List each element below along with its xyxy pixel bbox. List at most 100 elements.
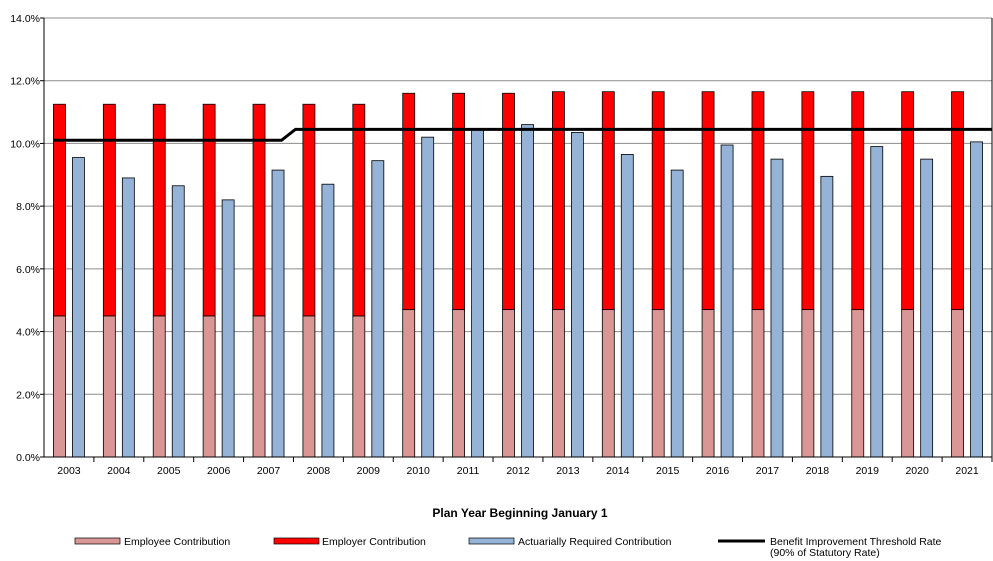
x-tick-label: 2006 [207, 465, 231, 477]
x-tick-label: 2003 [57, 465, 81, 477]
employer-contribution-bar [651, 91, 665, 311]
employee-contribution-bar [951, 309, 964, 458]
y-tick-labels: 0.0% 2.0% 4.0% 6.0% 8.0% 10.0% 12.0% 14.0% [10, 13, 40, 464]
threshold-legend-sublabel: (90% of Statutory Rate) [770, 547, 880, 559]
employer-contribution-bar [951, 91, 964, 311]
employer-legend-swatch [273, 537, 320, 545]
actuarial-contribution-bar [521, 124, 534, 458]
x-tick-label: 2010 [407, 465, 431, 477]
employee-contribution-bar [801, 309, 815, 458]
employer-legend-label: Employer Contribution [322, 536, 426, 548]
actuarial-contribution-bar [321, 183, 335, 458]
employee-contribution-bar [551, 309, 565, 458]
x-tick-label: 2021 [955, 465, 979, 477]
x-tick-label: 2009 [357, 465, 381, 477]
actuarial-contribution-bar [920, 158, 934, 458]
threshold-rate-line [53, 127, 992, 142]
employer-contribution-bar [601, 91, 615, 311]
actuarial-contribution-bar [820, 175, 834, 458]
actuarial-contribution-bar [720, 144, 734, 458]
actuarial-contribution-bar [570, 132, 584, 458]
employer-contribution-bar [53, 103, 66, 317]
actuarial-contribution-bar [271, 169, 285, 458]
y-tick-label: 0.0% [16, 452, 40, 464]
x-axis-title: Plan Year Beginning January 1 [432, 506, 608, 520]
actuarial-contribution-bar [620, 154, 634, 458]
gridlines [44, 17, 992, 395]
employee-legend-swatch [74, 537, 121, 545]
employee-contribution-bar [701, 309, 715, 458]
employer-contribution-bar [402, 92, 416, 311]
employee-contribution-bar [102, 315, 116, 458]
y-tick-label: 10.0% [10, 138, 40, 150]
x-tick-label: 2017 [756, 465, 780, 477]
legend: Employee Contribution Employer Contributi… [74, 536, 942, 559]
y-tick-label: 4.0% [16, 327, 40, 339]
actuarial-contribution-bar [471, 128, 485, 458]
actuarial-contribution-bar [72, 157, 85, 458]
employer-contribution-bar [152, 103, 166, 317]
employee-contribution-bar [601, 309, 615, 458]
employee-contribution-bar [402, 309, 416, 458]
actuarial-contribution-bar [421, 136, 435, 458]
employee-contribution-bar [502, 309, 515, 458]
actuarial-contribution-bar [371, 160, 385, 458]
y-tick-label: 14.0% [10, 13, 40, 25]
employer-contribution-bar [701, 91, 715, 311]
x-tick-label: 2016 [706, 465, 730, 477]
employer-contribution-bar [901, 91, 915, 311]
employee-contribution-bar [452, 309, 466, 458]
employee-contribution-bar [651, 309, 665, 458]
employer-contribution-bar [102, 103, 116, 317]
x-tick-label: 2015 [656, 465, 680, 477]
actuarial-contribution-bar [171, 185, 185, 458]
x-tick-label: 2008 [307, 465, 331, 477]
employee-contribution-bar [302, 315, 316, 458]
actuarial-contribution-bar [670, 169, 684, 458]
x-tick-label: 2014 [606, 465, 630, 477]
x-tick-label: 2004 [107, 465, 131, 477]
actuarial-legend-swatch [468, 537, 515, 545]
employee-contribution-bar [851, 309, 865, 458]
y-tick-label: 2.0% [16, 389, 40, 401]
x-tick-label: 2007 [257, 465, 281, 477]
x-tick-label: 2005 [157, 465, 181, 477]
employee-contribution-bar [152, 315, 166, 458]
actuarial-legend-label: Actuarially Required Contribution [518, 536, 672, 548]
threshold-legend-label: Benefit Improvement Threshold Rate [770, 536, 942, 548]
employer-contribution-bar [502, 92, 515, 311]
y-tick-label: 8.0% [16, 201, 40, 213]
threshold-line-group [53, 127, 992, 142]
actuarial-contribution-bar [770, 158, 784, 458]
employer-contribution-bar [801, 91, 815, 311]
employee-contribution-bar [352, 315, 366, 458]
employee-contribution-bar [252, 315, 266, 458]
x-tick-label: 2019 [856, 465, 880, 477]
employer-contribution-bar [252, 103, 266, 317]
x-tick-label: 2011 [457, 465, 480, 477]
employer-contribution-bar [751, 91, 765, 311]
y-tick-label: 6.0% [16, 264, 40, 276]
x-tick-labels: 2003 2004 2005 2006 2007 2008 2009 2010 2011 2012… [57, 465, 979, 477]
x-tick-label: 2013 [556, 465, 580, 477]
employer-contribution-bar [851, 91, 865, 311]
employee-contribution-bar [53, 315, 66, 458]
employer-contribution-bar [551, 91, 565, 311]
y-tick-label: 12.0% [10, 76, 40, 88]
employee-legend-label: Employee Contribution [124, 536, 230, 548]
actuarial-contribution-bar [221, 199, 235, 458]
employer-contribution-bar [202, 103, 216, 317]
actuarial-contribution-bar [121, 177, 135, 458]
x-tick-label: 2012 [506, 465, 530, 477]
employer-contribution-bar [352, 103, 366, 317]
employer-contribution-bar [452, 92, 466, 311]
x-tick-label: 2020 [905, 465, 929, 477]
actuarial-contribution-bar [870, 146, 884, 458]
bars-group [53, 91, 983, 458]
employee-contribution-bar [202, 315, 216, 458]
actuarial-contribution-bar [970, 141, 983, 458]
x-tick-label: 2018 [806, 465, 830, 477]
axes [40, 17, 993, 462]
